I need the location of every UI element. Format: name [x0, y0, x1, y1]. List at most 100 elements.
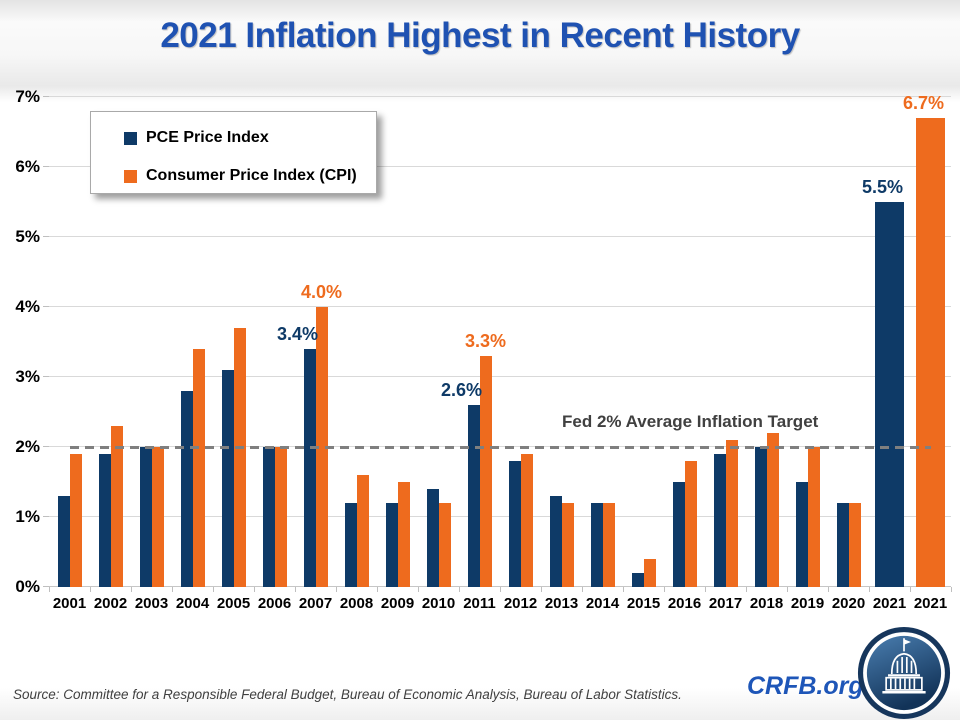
x-axis-label-2014: 2014: [585, 595, 620, 612]
chart-title: 2021 Inflation Highest in Recent History: [160, 16, 800, 55]
y-axis-tick: [43, 236, 49, 237]
bar-cpi-2003: [151, 447, 164, 587]
bar-pce-2014: [590, 503, 603, 587]
y-axis-label: 7%: [15, 87, 40, 106]
cpi-legend-label: Consumer Price Index (CPI): [146, 167, 357, 184]
bar-pce-2010: [426, 489, 439, 587]
x-axis-tick: [418, 587, 419, 592]
x-axis-label-2015: 2015: [626, 595, 661, 612]
bar-pce-2012: [508, 461, 521, 587]
bar-pce-2013: [549, 496, 562, 587]
x-axis-label-2003: 2003: [134, 595, 169, 612]
gridline-0pct: [49, 586, 951, 587]
fed-target-label: Fed 2% Average Inflation Target: [562, 412, 819, 431]
bar-pce-2021: [875, 202, 904, 587]
x-axis-label-2002: 2002: [93, 595, 128, 612]
x-axis-tick: [951, 587, 952, 592]
bar-cpi-2006: [274, 447, 287, 587]
gridline-7pct: [49, 96, 951, 97]
y-axis-label: 4%: [15, 297, 40, 316]
gridline-5pct: [49, 236, 951, 237]
bar-pce-2006: [262, 447, 275, 587]
bar-cpi-2019: [807, 447, 820, 587]
x-axis-label-2021: 2021: [913, 595, 948, 612]
gridline-6pct: [49, 166, 951, 167]
bar-pce-2017: [713, 454, 726, 587]
pce-legend-swatch: [124, 131, 137, 145]
x-axis-tick: [664, 587, 665, 592]
data-label-33: 3.3%: [464, 331, 507, 351]
y-axis-label: 3%: [15, 367, 40, 386]
x-axis-label-2018: 2018: [749, 595, 784, 612]
x-axis-tick: [541, 587, 542, 592]
bar-cpi-2004: [192, 349, 205, 587]
bar-cpi-2018: [766, 433, 779, 587]
y-axis-label: 0%: [15, 577, 40, 596]
x-axis-label-2010: 2010: [421, 595, 456, 612]
x-axis-tick: [623, 587, 624, 592]
x-axis-tick: [131, 587, 132, 592]
x-axis-tick: [500, 587, 501, 592]
bar-pce-2005: [221, 370, 234, 587]
x-axis-label-2004: 2004: [175, 595, 210, 612]
bar-cpi-2002: [110, 426, 123, 587]
fed-target-line: [69, 445, 931, 449]
x-axis-label-2020: 2020: [831, 595, 866, 612]
y-axis-tick: [43, 376, 49, 377]
data-label-26: 2.6%: [440, 380, 483, 400]
x-axis-tick: [213, 587, 214, 592]
bar-pce-2009: [385, 503, 398, 587]
bar-pce-2001: [57, 496, 70, 587]
bar-cpi-2009: [397, 482, 410, 587]
x-axis-tick: [336, 587, 337, 592]
x-axis-label-2013: 2013: [544, 595, 579, 612]
x-axis-label-2021: 2021: [872, 595, 907, 612]
bar-pce-2020: [836, 503, 849, 587]
plot-area: 0% 1% 2% 3% 4% 5% 6% 7% 2001 2002 2003 2004 2005 2006…: [15, 87, 952, 612]
x-axis-tick: [705, 587, 706, 592]
legend-item-pce: PCE Price Index: [124, 119, 376, 157]
bar-cpi-2020: [848, 503, 861, 587]
y-axis-tick: [43, 306, 49, 307]
crfb-org-label: CRFB.org: [747, 672, 864, 700]
x-axis-label-2007: 2007: [298, 595, 333, 612]
y-axis-tick: [43, 446, 49, 447]
source-note: Source: Committee for a Responsible Fede…: [13, 687, 682, 702]
bar-pce-2016: [672, 482, 685, 587]
gridline-1pct: [49, 516, 951, 517]
x-axis-label-2016: 2016: [667, 595, 702, 612]
bar-pce-2019: [795, 482, 808, 587]
bar-pce-2011: [467, 405, 480, 587]
x-axis-tick: [254, 587, 255, 592]
x-axis-tick: [172, 587, 173, 592]
gridline-4pct: [49, 306, 951, 307]
y-axis-tick: [43, 166, 49, 167]
x-axis-tick: [787, 587, 788, 592]
x-axis-label-2011: 2011: [463, 595, 496, 612]
data-label-34: 3.4%: [276, 324, 319, 344]
y-axis-label: 5%: [15, 227, 40, 246]
gridline-3pct: [49, 376, 951, 377]
x-axis-tick: [49, 587, 50, 592]
x-axis-label-2001: 2001: [52, 595, 87, 612]
x-axis-label-2005: 2005: [216, 595, 251, 612]
y-axis-label: 1%: [15, 507, 40, 526]
x-axis-tick: [459, 587, 460, 592]
x-axis-tick: [828, 587, 829, 592]
x-axis-label-2012: 2012: [503, 595, 538, 612]
y-axis-label: 2%: [15, 437, 40, 456]
bar-cpi-2010: [438, 503, 451, 587]
bar-pce-2007: [303, 349, 316, 587]
bar-cpi-2005: [233, 328, 246, 587]
bar-pce-2015: [631, 573, 644, 587]
x-axis-tick: [582, 587, 583, 592]
x-axis-tick: [869, 587, 870, 592]
bar-cpi-2012: [520, 454, 533, 587]
y-axis-label: 6%: [15, 157, 40, 176]
legend: PCE Price Index Consumer Price Index (CP…: [90, 111, 377, 194]
bar-cpi-2008: [356, 475, 369, 587]
cpi-legend-swatch: [124, 169, 137, 183]
bar-cpi-2014: [602, 503, 615, 587]
x-axis-label-2008: 2008: [339, 595, 374, 612]
